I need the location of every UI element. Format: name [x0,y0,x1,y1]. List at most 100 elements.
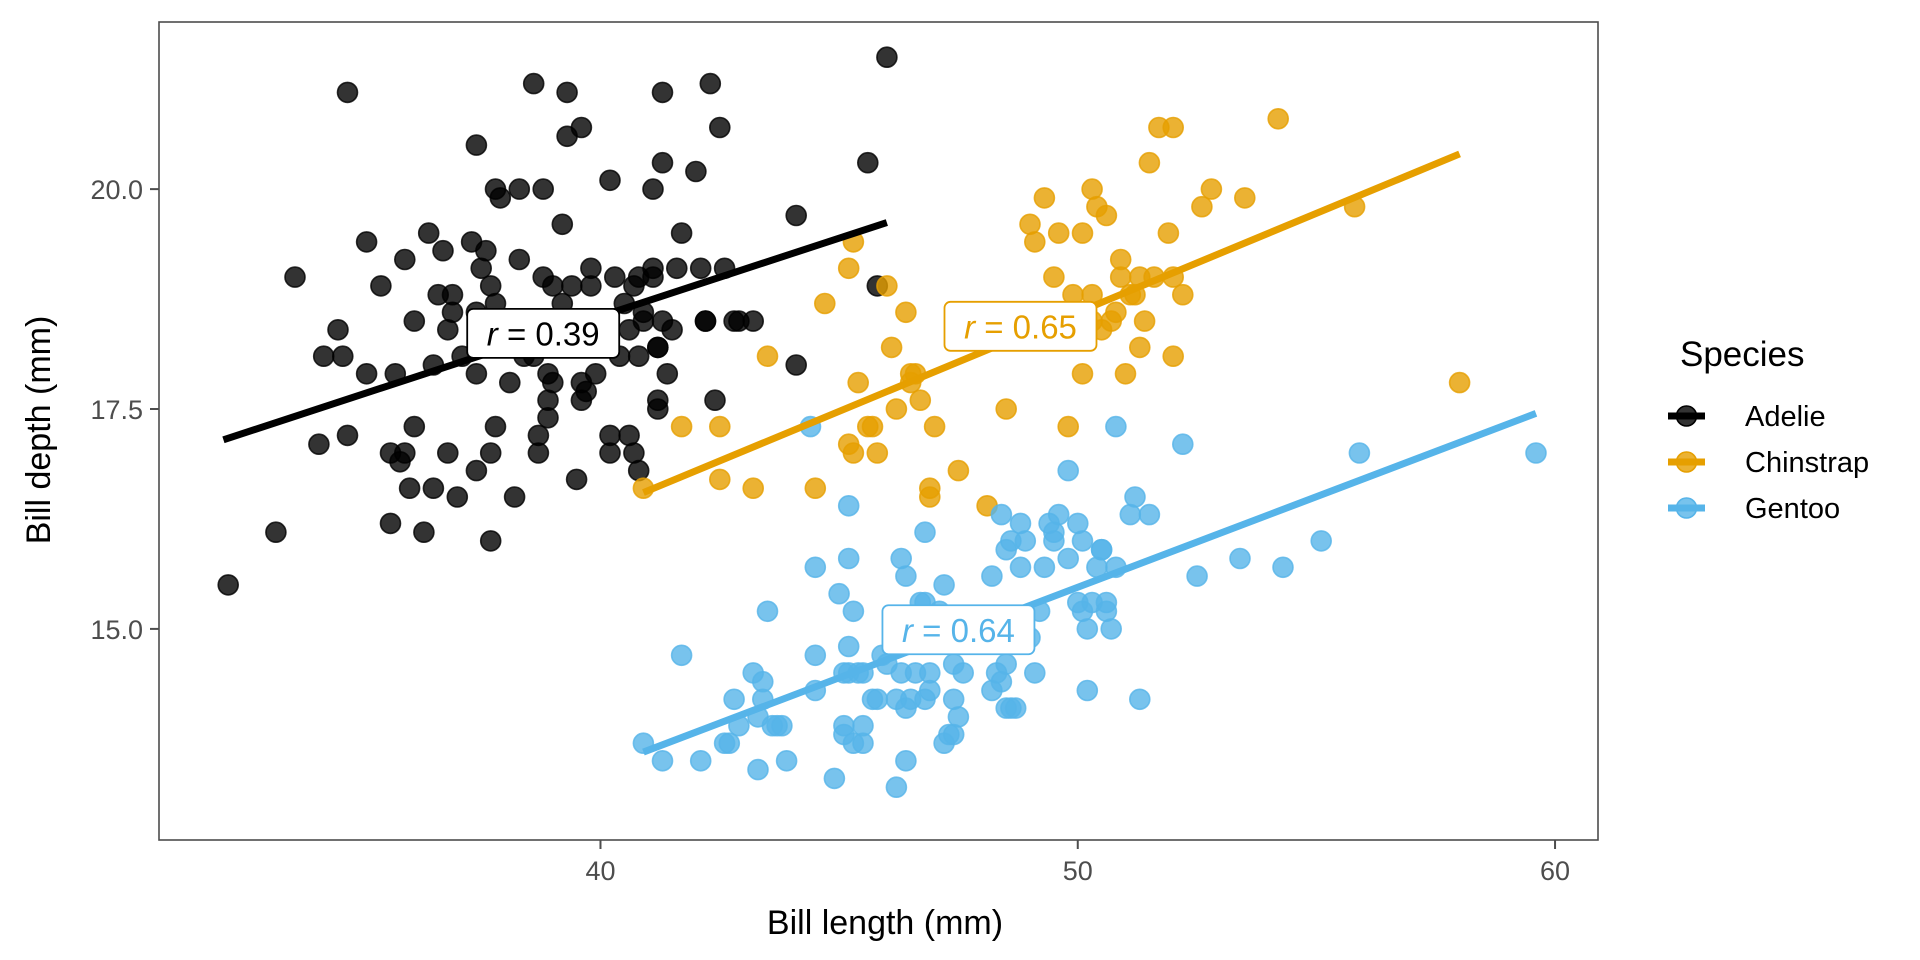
data-point-gentoo [1272,556,1294,579]
data-point-adelie [284,266,306,288]
data-point-chinstrap [1191,195,1213,218]
data-point-gentoo [895,565,917,587]
series-gentoo-points [632,415,1547,799]
data-point-gentoo [1105,415,1127,438]
data-point-gentoo [942,688,965,711]
data-point-gentoo [890,547,913,570]
data-point-gentoo [823,767,846,790]
data-point-adelie [503,486,526,508]
data-point-gentoo [775,749,798,772]
correlation-label-text: r = 0.65 [964,308,1077,345]
data-point-adelie [508,248,531,271]
data-point-adelie [479,442,502,464]
correlation-value: = 0.64 [913,612,1015,649]
data-point-adelie [632,310,655,332]
correlation-label-box [466,307,621,359]
data-point-chinstrap [837,257,860,280]
data-point-gentoo [1043,530,1065,552]
data-point-gentoo [1076,618,1099,640]
data-point-chinstrap [861,415,884,438]
data-point-chinstrap [876,275,898,297]
data-point-gentoo [995,653,1018,675]
data-point-adelie [465,362,488,385]
data-point-adelie [217,574,239,596]
data-point-gentoo [837,635,860,658]
correlation-symbol: r [902,612,915,649]
data-point-adelie [642,178,664,200]
data-point-chinstrap [1105,301,1127,324]
data-point-gentoo [1057,547,1079,570]
data-point-adelie [484,415,507,438]
data-point-gentoo [1047,503,1070,526]
data-point-gentoo [1129,688,1151,711]
data-point-gentoo [942,723,965,746]
data-point-adelie [623,442,645,464]
data-point-chinstrap [1133,310,1156,332]
correlation-symbol: r [964,308,977,345]
data-point-adelie [689,257,712,280]
data-point-chinstrap [923,415,946,438]
data-point-chinstrap [1024,231,1046,253]
data-point-chinstrap [1081,178,1103,200]
data-point-adelie [603,266,626,288]
data-point-gentoo [1119,503,1142,526]
data-point-gentoo [990,670,1013,693]
data-point-adelie [498,371,521,394]
data-point-gentoo [1186,565,1208,587]
data-point-gentoo [918,662,941,684]
data-point-gentoo [1024,662,1046,684]
data-point-gentoo [804,644,827,667]
plot-panel-border [158,21,1599,841]
data-point-adelie [565,468,588,491]
data-point-gentoo [804,556,827,579]
legend-key-point [1675,405,1698,427]
data-point-adelie [393,442,416,464]
data-point-adelie [599,442,621,464]
data-point-chinstrap [1019,213,1041,236]
points-layer [217,46,1547,799]
data-point-gentoo [1525,442,1547,464]
data-point-adelie [336,81,359,104]
data-point-chinstrap [1138,151,1161,174]
data-point-gentoo [718,732,741,755]
data-point-adelie [327,318,349,341]
data-point-adelie [651,151,674,174]
data-point-adelie [575,380,598,403]
data-point-chinstrap [866,442,889,464]
data-point-chinstrap [1200,178,1223,200]
data-point-chinstrap [995,398,1018,420]
data-point-gentoo [952,662,975,684]
correlation-labels-layer: r = 0.39 r = 0.65r = 0.64 [466,300,1098,656]
data-point-adelie [856,151,879,174]
correlation-value: = 0.65 [975,308,1077,345]
data-point-adelie [570,116,593,139]
data-point-chinstrap [1057,415,1079,438]
data-point-chinstrap [1234,187,1256,209]
data-point-chinstrap [1043,266,1065,288]
data-point-adelie [432,239,454,262]
series-adelie-points [217,46,898,596]
data-point-adelie [541,275,564,297]
data-point-adelie [379,512,402,535]
data-point-chinstrap [1267,108,1289,130]
data-point-adelie [556,81,578,104]
data-point-adelie [646,398,669,420]
data-point-gentoo [947,706,970,728]
data-point-adelie [336,424,359,447]
data-point-adelie [599,169,621,192]
data-point-adelie [527,424,550,447]
correlation-value: = 0.39 [498,315,600,352]
data-point-chinstrap [1071,222,1094,244]
legend-items: Adelie Chinstrap Gentoo [1668,401,1869,525]
data-point-adelie [541,371,564,394]
data-point-chinstrap [670,415,693,438]
correlation-label-box [881,604,1036,656]
data-point-adelie [627,345,650,368]
data-point-gentoo [1090,538,1113,561]
data-point-adelie [479,530,502,552]
data-point-chinstrap [947,459,970,482]
data-point-chinstrap [742,477,765,500]
data-point-gentoo [651,749,674,772]
data-point-adelie [560,275,583,297]
data-point-adelie [355,362,378,385]
